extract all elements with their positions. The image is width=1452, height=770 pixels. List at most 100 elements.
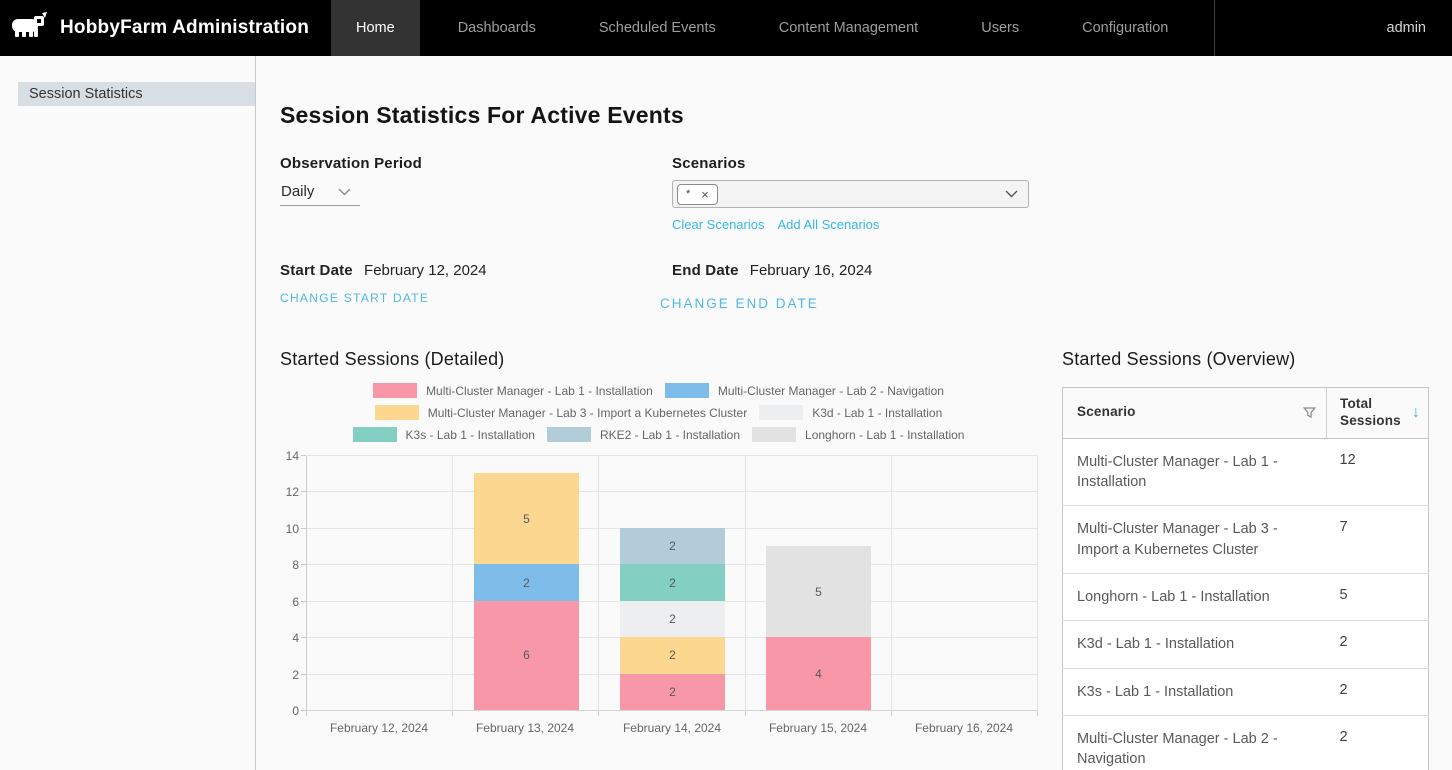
table-row: K3s - Lab 1 - Installation 2 [1062, 668, 1429, 715]
filter-icon[interactable] [1303, 406, 1316, 419]
bar-segment: 2 [620, 637, 725, 674]
legend-label: Multi-Cluster Manager - Lab 3 - Import a… [427, 405, 748, 420]
legend-item[interactable]: K3d - Lab 1 - Installation [759, 405, 942, 420]
nav-item-scheduled-events[interactable]: Scheduled Events [598, 20, 716, 36]
observation-period-value: Daily [281, 183, 315, 200]
column-header-scenario[interactable]: Scenario [1062, 387, 1327, 439]
bar-segment-value: 2 [669, 684, 676, 699]
column-header-total-sessions[interactable]: Total Sessions ↓ [1326, 387, 1429, 439]
bar-segment-value: 5 [523, 511, 530, 526]
stacked-bar: 6 2 5 [474, 473, 579, 710]
bar-segment-value: 2 [669, 648, 676, 663]
bar-segment: 5 [766, 546, 871, 638]
cell-scenario: K3d - Lab 1 - Installation [1077, 636, 1235, 653]
overview-table-section: Started Sessions (Overview) Scenario [1062, 349, 1429, 770]
add-all-scenarios-link[interactable]: Add All Scenarios [777, 217, 880, 232]
overview-table: Scenario Total Sessions ↓ [1062, 387, 1429, 770]
legend-swatch [664, 383, 709, 398]
chevron-down-icon [338, 188, 351, 196]
chip-remove-icon[interactable]: × [701, 186, 709, 202]
cell-total-sessions: 2 [1339, 728, 1348, 745]
legend-swatch [759, 405, 804, 420]
detailed-chart-section: Started Sessions (Detailed) Multi-Cluste… [280, 349, 1038, 770]
change-start-date-button[interactable]: CHANGE START DATE [280, 291, 430, 305]
nav-item-dashboards[interactable]: Dashboards [457, 20, 536, 36]
nav-item-content-management[interactable]: Content Management [778, 20, 919, 36]
x-tick-label: February 12, 2024 [329, 721, 429, 735]
bar-segment-value: 5 [815, 584, 822, 599]
overview-table-title: Started Sessions (Overview) [1062, 349, 1296, 369]
legend-item[interactable]: RKE2 - Lab 1 - Installation [546, 427, 741, 442]
bar-segment-value: 2 [669, 539, 676, 554]
legend-swatch [373, 383, 418, 398]
nav-item-configuration[interactable]: Configuration [1082, 20, 1169, 36]
legend-item[interactable]: Longhorn - Lab 1 - Installation [752, 427, 964, 442]
hobbyfarm-cow-logo-icon [10, 11, 47, 45]
scenarios-select[interactable]: * × [672, 180, 1029, 208]
end-date-label: End Date [672, 262, 739, 279]
bar-segment: 2 [620, 527, 725, 565]
bar-segment-value: 2 [669, 611, 676, 626]
legend-label: RKE2 - Lab 1 - Installation [599, 427, 741, 442]
cell-total-sessions: 2 [1339, 634, 1348, 651]
cell-scenario: Multi-Cluster Manager - Lab 2 - Navigati… [1077, 730, 1278, 768]
chart-y-axis: 0 2 4 6 8 10 12 14 [280, 449, 306, 718]
legend-label: Longhorn - Lab 1 - Installation [805, 427, 965, 442]
y-tick-label: 2 [292, 667, 299, 682]
start-date-value: February 12, 2024 [364, 262, 487, 279]
legend-item[interactable]: Multi-Cluster Manager - Lab 1 - Installa… [373, 383, 653, 398]
brand[interactable]: HobbyFarm Administration [0, 0, 331, 56]
y-tick-label: 4 [292, 631, 299, 646]
sidebar: Session Statistics [0, 56, 256, 770]
nav-divider [1214, 0, 1216, 56]
bar-segment: 5 [474, 473, 579, 565]
bar-segment: 2 [474, 564, 579, 601]
legend-item[interactable]: K3s - Lab 1 - Installation [352, 427, 535, 442]
scenario-chip-value: * [686, 188, 691, 200]
table-row: K3d - Lab 1 - Installation 2 [1062, 620, 1429, 668]
x-tick-label: February 15, 2024 [768, 721, 868, 735]
main-content: Session Statistics For Active Events Obs… [256, 56, 1452, 770]
y-tick-label: 12 [285, 485, 299, 500]
cell-total-sessions: 5 [1339, 586, 1348, 603]
chart-legend: Multi-Cluster Manager - Lab 1 - Installa… [309, 383, 1009, 442]
legend-label: K3s - Lab 1 - Installation [405, 427, 535, 442]
nav-item-home[interactable]: Home [331, 0, 420, 56]
legend-item[interactable]: Multi-Cluster Manager - Lab 2 - Navigati… [664, 383, 944, 398]
observation-period-select[interactable]: Daily [280, 179, 360, 206]
nav-items: Home Dashboards Scheduled Events Content… [331, 0, 1206, 56]
brand-title: HobbyFarm Administration [60, 17, 309, 38]
start-date-label: Start Date [280, 262, 353, 279]
legend-swatch [752, 427, 797, 442]
stacked-bar: 2 2 2 2 2 [620, 527, 725, 710]
observation-period-label: Observation Period [280, 155, 422, 172]
scenario-chip: * × [677, 183, 718, 205]
legend-label: Multi-Cluster Manager - Lab 1 - Installa… [426, 383, 653, 398]
bar-segment-value: 2 [523, 575, 530, 590]
nav-item-users[interactable]: Users [981, 20, 1020, 36]
end-date-value: February 16, 2024 [749, 262, 873, 279]
bar-segment-value: 4 [815, 666, 822, 681]
start-date-group: Start Date February 12, 2024 CHANGE STAR… [280, 262, 672, 313]
y-tick-label: 6 [292, 594, 299, 609]
cell-scenario: K3s - Lab 1 - Installation [1077, 683, 1234, 700]
change-end-date-button[interactable]: CHANGE END DATE [660, 296, 819, 311]
clear-scenarios-link[interactable]: Clear Scenarios [672, 217, 765, 232]
legend-swatch [546, 427, 591, 442]
bar-segment: 6 [474, 600, 579, 710]
legend-item[interactable]: Multi-Cluster Manager - Lab 3 - Import a… [374, 405, 748, 420]
sidebar-item-session-statistics[interactable]: Session Statistics [18, 82, 255, 106]
y-tick-label: 14 [285, 449, 299, 463]
legend-swatch [352, 427, 397, 442]
user-menu[interactable]: admin [1386, 20, 1427, 36]
sort-descending-icon[interactable]: ↓ [1412, 403, 1420, 421]
bar-segment: 2 [620, 564, 725, 601]
x-tick-label: February 14, 2024 [622, 721, 722, 735]
page-title: Session Statistics For Active Events [280, 102, 684, 128]
cell-total-sessions: 7 [1339, 519, 1348, 536]
cell-total-sessions: 12 [1339, 451, 1356, 468]
table-row: Multi-Cluster Manager - Lab 2 - Navigati… [1062, 715, 1429, 770]
top-nav: HobbyFarm Administration Home Dashboards… [0, 0, 1452, 56]
cell-scenario: Longhorn - Lab 1 - Installation [1077, 588, 1270, 605]
